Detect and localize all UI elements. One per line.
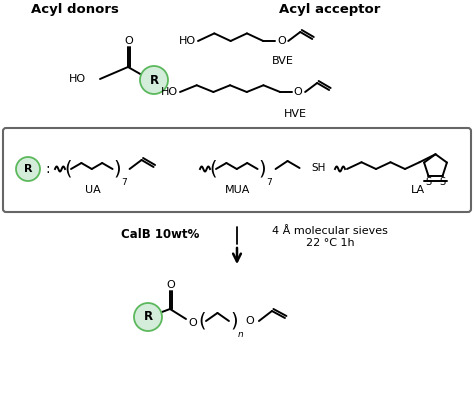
- Text: R: R: [24, 164, 32, 174]
- Text: R: R: [149, 73, 159, 87]
- Text: O: O: [167, 280, 176, 290]
- Text: 4 Å molecular sieves
22 °C 1h: 4 Å molecular sieves 22 °C 1h: [272, 226, 388, 248]
- Circle shape: [140, 66, 168, 94]
- Text: SH: SH: [311, 163, 326, 173]
- Text: LA: LA: [410, 185, 425, 195]
- Text: :: :: [45, 162, 50, 176]
- Text: (: (: [64, 160, 72, 179]
- FancyBboxPatch shape: [3, 128, 471, 212]
- Text: BVE: BVE: [273, 56, 294, 66]
- Text: ): ): [114, 160, 121, 179]
- Text: 7: 7: [267, 178, 273, 187]
- Text: UA: UA: [85, 185, 101, 195]
- Text: O: O: [189, 318, 197, 328]
- Text: O: O: [294, 87, 302, 97]
- Text: S: S: [425, 177, 431, 187]
- Text: HVE: HVE: [283, 109, 307, 119]
- Circle shape: [16, 157, 40, 181]
- Text: Acyl donors: Acyl donors: [31, 4, 119, 17]
- Text: MUA: MUA: [225, 185, 251, 195]
- Text: Acyl acceptor: Acyl acceptor: [279, 4, 381, 17]
- Text: HO: HO: [179, 36, 196, 46]
- Text: ): ): [259, 160, 266, 179]
- Text: O: O: [246, 316, 255, 326]
- Text: HO: HO: [161, 87, 178, 97]
- Text: 7: 7: [122, 178, 128, 187]
- Text: ): ): [230, 312, 238, 330]
- Text: CalB 10wt%: CalB 10wt%: [121, 229, 199, 241]
- Text: S: S: [439, 177, 446, 187]
- Text: R: R: [144, 310, 153, 324]
- Text: HO: HO: [69, 74, 86, 84]
- Text: (: (: [198, 312, 206, 330]
- Text: n: n: [238, 330, 244, 339]
- Text: O: O: [277, 36, 286, 46]
- Text: (: (: [209, 160, 217, 179]
- Text: O: O: [125, 36, 134, 46]
- Circle shape: [134, 303, 162, 331]
